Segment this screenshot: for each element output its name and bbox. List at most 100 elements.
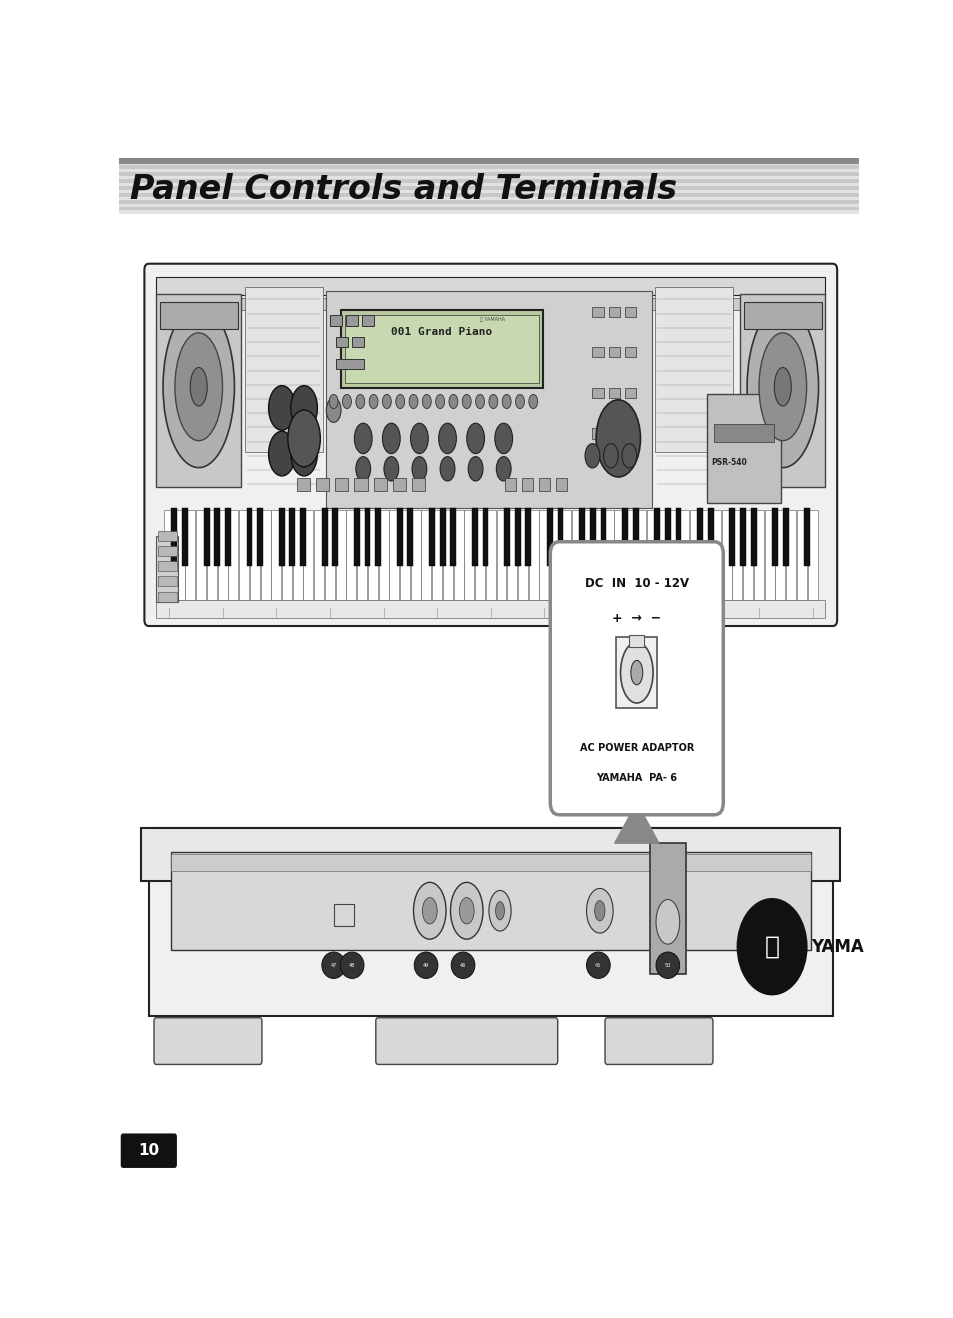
Bar xyxy=(589,507,595,565)
Ellipse shape xyxy=(759,333,806,440)
Bar xyxy=(119,165,858,169)
Bar xyxy=(354,507,359,565)
Bar xyxy=(538,510,549,600)
Bar xyxy=(728,507,735,565)
Ellipse shape xyxy=(412,456,426,481)
Ellipse shape xyxy=(462,394,471,409)
Ellipse shape xyxy=(382,423,400,453)
Bar xyxy=(171,853,810,950)
Ellipse shape xyxy=(321,952,345,978)
Bar xyxy=(157,531,176,540)
Bar xyxy=(581,510,592,600)
Bar xyxy=(578,507,584,565)
Ellipse shape xyxy=(438,423,456,453)
Bar xyxy=(335,337,347,347)
Bar xyxy=(335,478,348,490)
Bar xyxy=(664,507,670,565)
Bar xyxy=(706,394,781,502)
Ellipse shape xyxy=(458,898,474,924)
Bar xyxy=(396,507,402,565)
Ellipse shape xyxy=(449,394,457,409)
FancyBboxPatch shape xyxy=(550,542,722,815)
Bar xyxy=(649,844,685,974)
Bar xyxy=(207,510,216,600)
Bar xyxy=(764,510,774,600)
Ellipse shape xyxy=(354,423,372,453)
Bar xyxy=(354,478,367,490)
Bar xyxy=(214,507,220,565)
Bar xyxy=(314,510,324,600)
Bar xyxy=(410,510,420,600)
Bar xyxy=(119,207,858,211)
Bar xyxy=(196,510,206,600)
Bar xyxy=(503,507,509,565)
Ellipse shape xyxy=(340,952,364,978)
FancyBboxPatch shape xyxy=(153,1017,262,1065)
Bar xyxy=(119,179,858,183)
Bar xyxy=(378,510,388,600)
Bar xyxy=(346,315,357,326)
Ellipse shape xyxy=(342,394,351,409)
Ellipse shape xyxy=(586,888,613,933)
Bar xyxy=(203,507,210,565)
Bar xyxy=(300,507,306,565)
Text: 50: 50 xyxy=(664,962,670,967)
Bar xyxy=(721,510,731,600)
Bar xyxy=(346,510,356,600)
Bar xyxy=(119,173,858,175)
Ellipse shape xyxy=(355,456,370,481)
Bar xyxy=(289,507,295,565)
Ellipse shape xyxy=(436,394,444,409)
Bar xyxy=(119,158,858,165)
Bar xyxy=(654,507,659,565)
Bar xyxy=(119,162,858,165)
Ellipse shape xyxy=(269,386,294,430)
Bar xyxy=(439,507,445,565)
Bar xyxy=(399,510,410,600)
Bar xyxy=(335,510,345,600)
Bar xyxy=(171,854,810,871)
Ellipse shape xyxy=(413,882,446,940)
Ellipse shape xyxy=(174,333,222,440)
Ellipse shape xyxy=(291,386,317,430)
Bar xyxy=(599,507,606,565)
Bar xyxy=(803,507,809,565)
Bar xyxy=(119,190,858,192)
Bar xyxy=(119,196,858,200)
Bar xyxy=(450,507,456,565)
Bar xyxy=(740,294,824,486)
Text: YAMA: YAMA xyxy=(810,937,863,956)
Ellipse shape xyxy=(656,952,679,978)
Bar xyxy=(157,592,176,601)
Bar xyxy=(616,637,657,708)
Ellipse shape xyxy=(382,394,391,409)
Ellipse shape xyxy=(190,368,207,406)
Ellipse shape xyxy=(163,306,234,468)
Bar xyxy=(560,510,570,600)
Ellipse shape xyxy=(656,899,679,944)
Bar xyxy=(714,424,773,442)
Bar xyxy=(228,510,238,600)
Bar xyxy=(624,510,635,600)
Bar xyxy=(771,507,778,565)
Bar xyxy=(303,510,314,600)
Bar xyxy=(217,510,228,600)
Bar xyxy=(496,510,506,600)
Bar xyxy=(475,510,484,600)
Ellipse shape xyxy=(466,423,484,453)
Bar xyxy=(325,510,335,600)
Bar xyxy=(624,307,636,316)
Bar xyxy=(750,507,756,565)
Ellipse shape xyxy=(422,898,436,924)
Bar xyxy=(356,510,367,600)
Bar xyxy=(157,561,176,571)
Bar xyxy=(296,478,310,490)
Ellipse shape xyxy=(619,642,653,702)
Bar xyxy=(608,348,619,357)
Bar xyxy=(655,287,732,452)
Bar xyxy=(464,510,474,600)
Bar xyxy=(538,478,550,490)
Bar xyxy=(614,510,624,600)
Bar xyxy=(629,635,643,647)
Ellipse shape xyxy=(450,882,482,940)
